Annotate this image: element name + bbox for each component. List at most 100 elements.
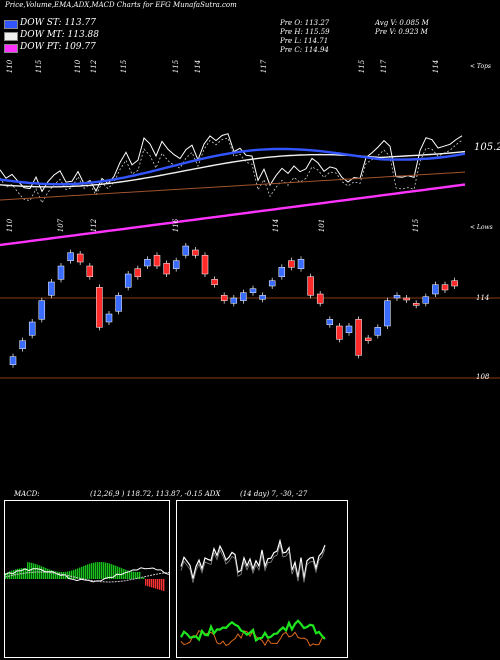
top-number: 115 <box>120 59 129 74</box>
lows-label: < Lows <box>470 224 493 231</box>
macd-bar <box>57 571 59 579</box>
macd-bar <box>131 571 133 579</box>
macd-bar <box>95 562 97 579</box>
top-number: 117 <box>260 59 269 74</box>
price-label-108: 108 <box>476 373 490 381</box>
top-number: 115 <box>35 59 44 74</box>
low-number: 114 <box>272 218 281 233</box>
macd-bar <box>33 563 35 579</box>
macd-bar <box>141 577 143 579</box>
candle-body <box>336 325 343 340</box>
low-number: 110 <box>6 218 15 233</box>
candle-body <box>240 292 247 301</box>
macd-bar <box>117 566 119 579</box>
macd-bar <box>151 579 153 588</box>
low-number: 116 <box>172 218 181 233</box>
macd-bar <box>153 579 155 588</box>
macd-bar <box>129 570 131 579</box>
candle-body <box>355 319 362 356</box>
macd-bar <box>49 569 51 579</box>
top-number: 110 <box>74 59 83 74</box>
candlestick-chart <box>0 243 500 379</box>
candle-body <box>288 260 295 268</box>
macd-bar <box>159 579 161 590</box>
macd-bar <box>9 571 11 579</box>
macd-bar <box>97 562 99 579</box>
candle-body <box>432 284 439 295</box>
macd-bar <box>101 562 103 579</box>
macd-bar <box>99 562 101 579</box>
macd-bar <box>11 570 13 579</box>
macd-bar <box>53 570 55 579</box>
candle-body <box>19 340 26 349</box>
macd-bar <box>135 571 137 579</box>
candle-body <box>172 260 180 269</box>
macd-bar <box>155 579 157 589</box>
macd-bar <box>55 571 57 579</box>
low-number: 115 <box>412 218 421 233</box>
candle-body <box>115 295 122 312</box>
macd-bar <box>41 566 43 579</box>
candle-body <box>412 303 420 306</box>
macd-bar <box>137 571 139 579</box>
macd-bar <box>133 571 135 579</box>
stat-prev-vol: Pre V: 0.923 M <box>375 28 428 36</box>
stat-open: Pre O: 113.27 <box>280 19 330 27</box>
candle-body <box>230 297 238 304</box>
macd-bar <box>147 579 149 587</box>
macd-bar <box>157 579 159 590</box>
candle-body <box>48 281 55 296</box>
macd-bar <box>113 564 115 579</box>
macd-bar <box>161 579 163 591</box>
top-number: 112 <box>90 59 99 74</box>
macd-bar <box>83 565 85 579</box>
macd-bar <box>103 562 105 579</box>
macd-signal-line <box>5 571 169 583</box>
candle-body <box>28 321 36 336</box>
macd-bar <box>7 572 9 579</box>
candle-body <box>220 295 228 301</box>
candle-body <box>124 273 132 288</box>
candle-body <box>307 276 314 296</box>
top-number: 115 <box>358 59 367 74</box>
candle-body <box>38 300 46 320</box>
candle-body <box>182 245 190 256</box>
macd-bar <box>39 565 41 579</box>
macd-bar <box>43 567 45 579</box>
macd-bar <box>143 577 145 579</box>
legend-swatch-pt <box>4 44 18 53</box>
macd-bar <box>139 571 141 579</box>
candle-body <box>192 249 199 256</box>
macd-line <box>5 567 169 583</box>
macd-bar <box>15 569 17 579</box>
macd-bar <box>127 570 129 579</box>
stat-high: Pre H: 115.59 <box>280 28 330 36</box>
top-number: 117 <box>380 59 389 74</box>
chart-title: Price,Volume,EMA,ADX,MACD Charts for EFG… <box>5 1 237 9</box>
candle-body <box>384 300 391 327</box>
macd-params: (12,26,9 ) 118.72, 113.87, -0.15 ADX <box>90 490 221 498</box>
stat-low: Pre L: 114.71 <box>280 37 329 45</box>
tops-label: < Tops <box>470 63 492 70</box>
macd-bar <box>105 562 107 579</box>
candle-body <box>96 287 103 328</box>
candle-body <box>86 265 94 277</box>
top-number: 114 <box>194 59 203 74</box>
macd-bar <box>5 573 7 579</box>
adx-white-line <box>180 538 326 579</box>
legend-text-pt: DOW PT: 109.77 <box>20 42 96 52</box>
macd-bar <box>21 568 23 579</box>
candle-body <box>364 337 372 341</box>
ema-pt-line <box>0 183 466 247</box>
macd-bar <box>73 569 75 579</box>
macd-bar <box>45 567 47 579</box>
adx-params: (14 day) 7, -30, -27 <box>240 490 308 498</box>
macd-bar <box>13 569 15 579</box>
macd-bar <box>89 563 91 579</box>
ema-long-line <box>0 171 466 201</box>
macd-bar <box>81 566 83 579</box>
macd-bar <box>87 564 89 579</box>
candle-body <box>268 280 276 287</box>
macd-bar <box>79 567 81 579</box>
